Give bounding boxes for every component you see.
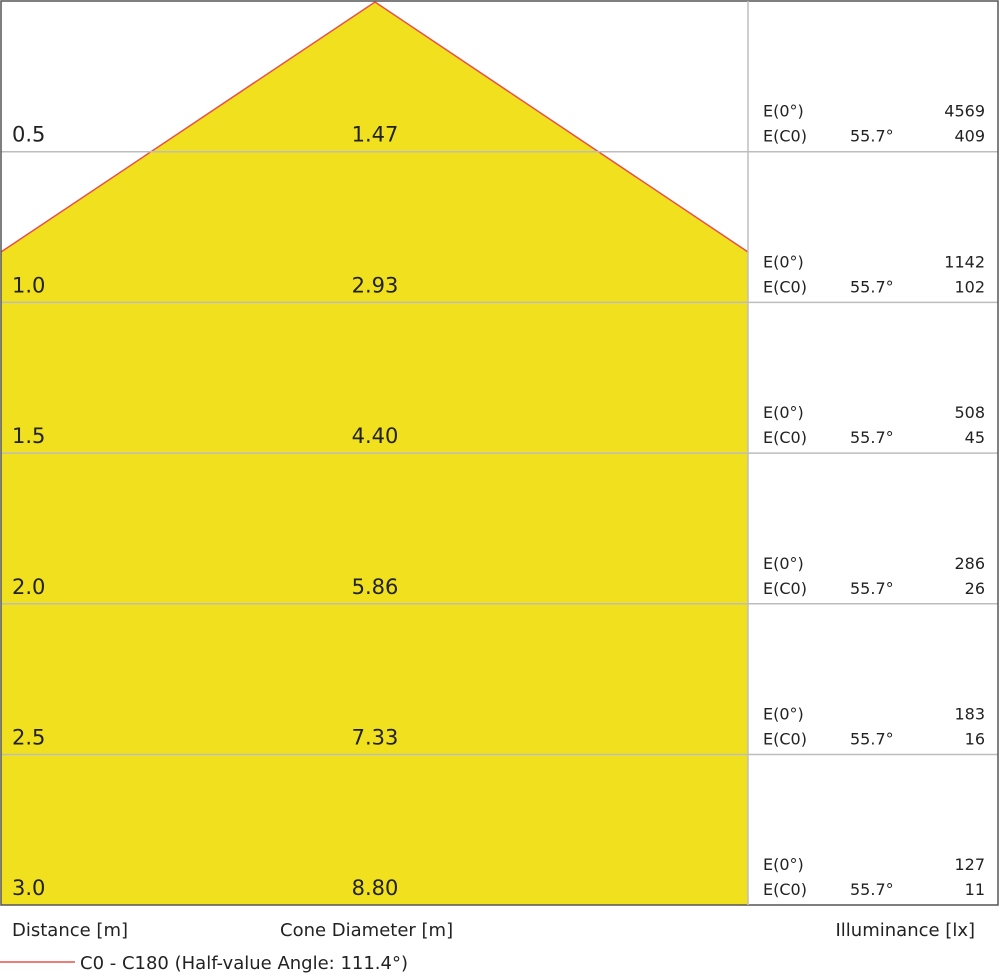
ec0-label: E(C0) (763, 428, 807, 447)
e0-label: E(0°) (763, 705, 804, 724)
cone-diameter: 5.86 (352, 575, 399, 599)
ec0-label: E(C0) (763, 579, 807, 598)
cone-edge (0, 1, 749, 253)
cone-diameter: 2.93 (352, 273, 399, 297)
footer-diameter: Cone Diameter [m] (280, 920, 453, 941)
e0-value: 127 (954, 855, 985, 874)
angle: 55.7° (850, 277, 894, 296)
ec0-label: E(C0) (763, 730, 807, 749)
cone-diameter: 1.47 (352, 123, 399, 147)
ec0-label: E(C0) (763, 127, 807, 146)
e0-label: E(0°) (763, 403, 804, 422)
distance: 2.0 (12, 575, 45, 599)
ec0-value: 102 (954, 277, 985, 296)
ec0-value: 11 (965, 880, 985, 899)
e0-label: E(0°) (763, 855, 804, 874)
angle: 55.7° (850, 730, 894, 749)
ec0-value: 26 (965, 579, 985, 598)
ec0-value: 409 (954, 127, 985, 146)
angle: 55.7° (850, 127, 894, 146)
ec0-label: E(C0) (763, 880, 807, 899)
angle: 55.7° (850, 579, 894, 598)
angle: 55.7° (850, 428, 894, 447)
cone-diameter: 8.80 (352, 876, 399, 900)
e0-value: 1142 (944, 252, 985, 271)
e0-value: 508 (954, 403, 985, 422)
e0-value: 4569 (944, 102, 985, 121)
distance: 0.5 (12, 123, 45, 147)
ec0-value: 45 (965, 428, 985, 447)
distance: 2.5 (12, 726, 45, 750)
frame (0, 0, 999, 906)
ec0-value: 16 (965, 730, 985, 749)
distance: 3.0 (12, 876, 45, 900)
distance: 1.5 (12, 424, 45, 448)
distance: 1.0 (12, 273, 45, 297)
e0-label: E(0°) (763, 252, 804, 271)
e0-label: E(0°) (763, 554, 804, 573)
ec0-label: E(C0) (763, 277, 807, 296)
footer-distance: Distance [m] (12, 920, 128, 941)
e0-value: 286 (954, 554, 985, 573)
legend-label: C0 - C180 (Half-value Angle: 111.4°) (80, 953, 408, 974)
cone-diameter: 7.33 (352, 726, 399, 750)
angle: 55.7° (850, 880, 894, 899)
cone-diameter: 4.40 (352, 424, 399, 448)
footer-illuminance: Illuminance [lx] (836, 920, 976, 941)
e0-value: 183 (954, 705, 985, 724)
e0-label: E(0°) (763, 102, 804, 121)
